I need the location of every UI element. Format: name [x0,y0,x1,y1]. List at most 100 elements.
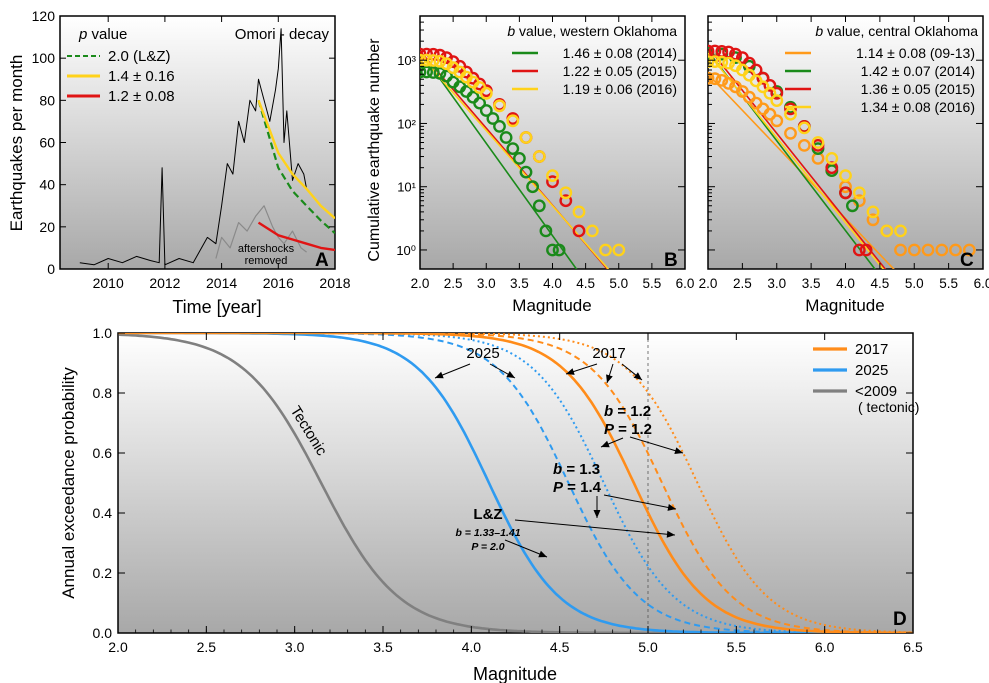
panel-c-data-point [949,243,962,257]
panel-c-series [708,44,976,269]
panel-b-ylabel: Cumulative earthquake number [366,38,383,262]
panel-d-xtick-label: 4.5 [550,639,570,655]
panel-a-legend-label: 1.4 ± 0.16 [108,68,175,85]
panel-c-data-point [756,71,770,85]
panel-c-data-point [763,107,777,121]
panel-d-series [118,333,913,633]
panel-c-data-point [825,151,839,165]
panel-c-data-point [846,199,859,213]
panel-a-ytick-label: 100 [32,50,56,66]
panel-a-aftershock-note-2: removed [245,255,288,267]
panel-b-ytick-label: 10³ [397,53,416,68]
panel-d-ylabel: Annual exceedance probability [59,367,78,599]
panel-c-data-point [797,121,811,135]
panel-b-series [420,47,626,269]
panel-c-axes: 2.0 2.5 3.0 3.5 4.0 4.5 5.0 5.5 6.0 [699,15,989,291]
panel-a-ytick-label: 60 [39,135,55,151]
panel-b-data-point [546,175,559,189]
panel-b-xtick-label: 4.5 [576,276,595,291]
panel-c-data-point [715,74,729,87]
panel-d-ytick-label: 1.0 [93,325,113,341]
panel-c-plot-area [707,15,984,270]
panel-b-data-point [572,224,586,238]
panel-b-legend: 1.46 ± 0.08 (2014) 1.22 ± 0.05 (2015) 1.19… [512,45,677,97]
panel-b-data-point [599,243,612,257]
panel-b-xtick-label: 3.0 [477,276,496,291]
panel-d-annotation-arrowhead [435,371,444,379]
panel-b-data-point [433,66,447,80]
panel-c-fit-line [708,52,885,269]
panel-d-annotation-arrowhead [566,368,575,375]
panel-a-ytick-label: 120 [32,8,56,24]
panel-b-data-point [420,65,427,79]
panel-c-xtick-label: 3.0 [767,276,786,291]
panel-d-plot-area [117,332,914,634]
panel-b-data-point [486,112,500,125]
panel-b-data-point [546,169,559,183]
panel-b-xtick-label: 3.5 [510,276,529,291]
panel-a-xtick-label: 2016 [263,275,294,291]
panel-d-xtick-label: 2.5 [197,639,217,655]
panel-c-data-point [839,186,852,200]
panel-c: 2.0 2.5 3.0 3.5 4.0 4.5 5.0 5.5 6.0 Magnitude b … [699,15,989,315]
panel-c-data-point [742,56,756,70]
panel-d-xtick-label: 6.0 [815,639,835,655]
panel-d-annotation-arrowhead [593,510,601,518]
panel-c-fit-line [708,50,876,269]
panel-d-legend-sub: ( tectonic) [858,399,919,415]
panel-c-data-point [962,243,976,257]
panel-c-xtick-label: 3.5 [802,276,821,291]
panel-d-p12-label: P = 1.2 [604,421,652,438]
panel-c-data-point [921,243,935,257]
panel-a-series-line [79,28,308,266]
panel-b-data-point [493,99,506,113]
panel-a: 2010 2012 2014 2016 2018 0 20 40 60 80 100 120 Eart… [7,8,351,317]
panel-c-letter: C [960,250,974,271]
panel-d-annotation-arrowhead [601,440,610,448]
panel-d-xtick-label: 3.5 [373,639,393,655]
panel-b-data-point [506,142,520,156]
panel-d-2017-label: 2017 [592,345,625,362]
panel-d-curve [118,333,913,633]
panel-b-fit-line [420,54,610,269]
panel-a-legend-label: 1.2 ± 0.08 [108,88,175,105]
panel-c-fit-line [708,46,887,269]
panel-a-ytick-label: 80 [39,92,55,108]
panel-b-data-point [513,151,526,165]
panel-b-data-point [519,165,533,179]
panel-c-xtick-label: 2.5 [733,276,752,291]
panel-c-xtick-label: 4.0 [836,276,855,291]
panel-c-xtick-label: 5.0 [905,276,924,291]
panel-a-ytick-label: 40 [39,177,55,193]
panel-d-lz-p-label: P = 2.0 [471,541,504,553]
panel-c-data-point [839,169,852,183]
panel-c-data-point [784,102,797,116]
panel-b-data-point [546,243,559,257]
panel-d-annotation-arrowhead [666,530,675,538]
panel-b-data-point [612,243,626,257]
panel-c-data-point [708,71,715,85]
panel-b-data-point [572,205,586,219]
panel-c-data-point [763,79,777,92]
panel-d-curve [118,333,913,633]
panel-b-data-point [585,224,599,238]
panel-b-data-point [559,194,573,208]
panel-b-ytick-label: 10⁰ [396,243,416,258]
panel-d-annotation-arrowhead [667,504,676,511]
panel-c-data-point [797,138,811,152]
panel-c-data-point [729,47,742,61]
panel-c-xlabel: Magnitude [805,296,884,315]
panel-c-xtick-label: 2.0 [699,276,718,291]
panel-c-data-point [770,86,784,100]
panel-a-corner-label: Omori - decay [235,26,330,43]
panel-d-2025-label: 2025 [466,345,499,362]
panel-b-fit-line [420,50,578,269]
panel-b-data-point [519,131,533,144]
panel-a-xtick-label: 2018 [319,275,350,291]
panel-a-ylabel: Earthquakes per month [7,55,26,232]
panel-c-data-point [715,55,729,69]
panel-c-data-point [708,72,722,86]
panel-a-legend-label: 2.0 (L&Z) [108,48,171,65]
panel-c-data-point [770,114,784,128]
panel-d-letter: D [893,609,907,630]
